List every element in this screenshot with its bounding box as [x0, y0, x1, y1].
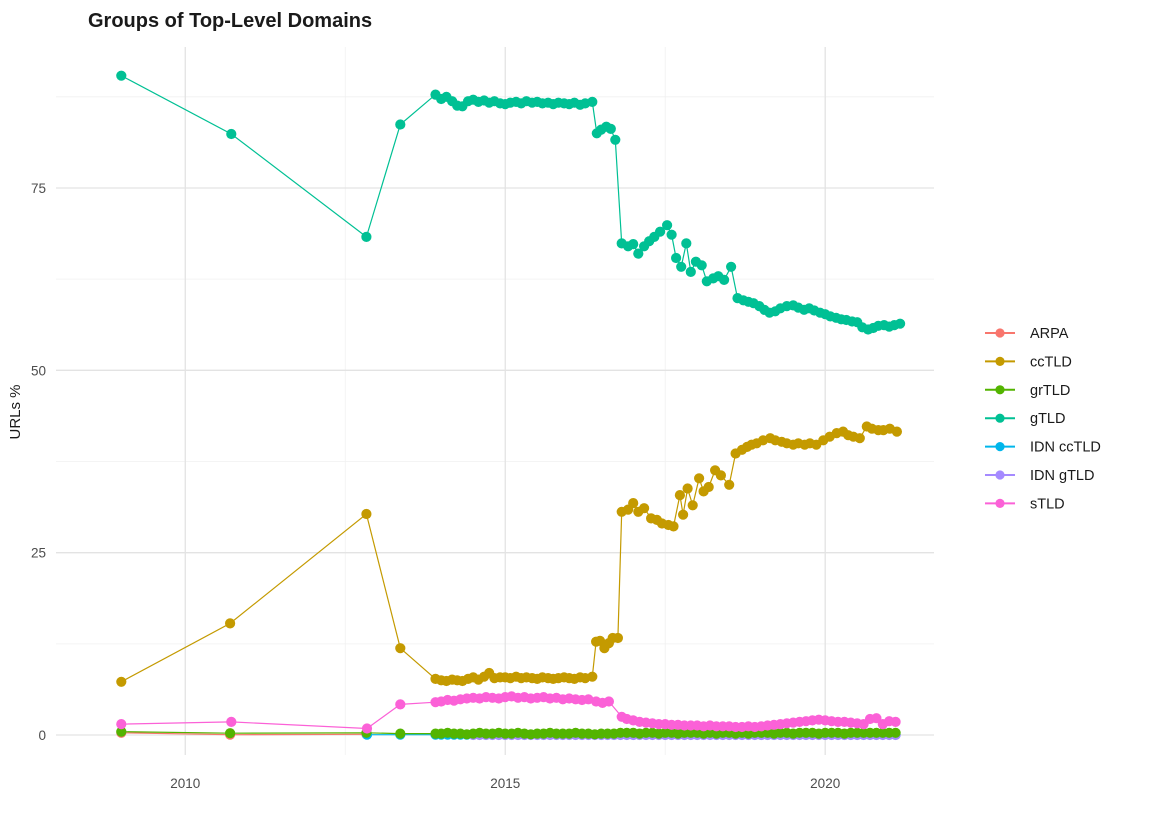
data-point [395, 643, 406, 654]
legend-key-dot [995, 442, 1005, 452]
data-point [666, 229, 677, 240]
data-point [603, 696, 615, 707]
y-tick-label: 75 [31, 181, 46, 196]
legend-key-dot [995, 413, 1005, 423]
legend-key-dot [995, 328, 1005, 338]
data-point [628, 498, 639, 509]
y-tick-label: 0 [38, 728, 46, 743]
data-point [225, 618, 236, 629]
data-point [587, 96, 598, 107]
data-point [662, 220, 673, 231]
data-point [633, 248, 644, 259]
data-point [671, 252, 682, 264]
x-tick-label: 2015 [490, 776, 520, 791]
data-point [226, 128, 237, 140]
data-point [116, 719, 127, 730]
legend-label: gTLD [1030, 411, 1065, 427]
data-point [361, 508, 372, 520]
legend-key-dot [995, 356, 1005, 366]
y-tick-label: 25 [31, 546, 46, 561]
data-point [395, 699, 406, 710]
data-point [605, 123, 616, 134]
data-point [226, 716, 237, 728]
legend-label: grTLD [1030, 383, 1070, 399]
data-point [871, 713, 882, 724]
legend-item-gtld: gTLD [985, 411, 1065, 427]
legend-item-cctld: ccTLD [985, 354, 1072, 370]
axis-labels: 0 25 50 75 2010 2015 2020 [31, 181, 840, 791]
legend-item-grtld: grTLD [985, 383, 1070, 399]
data-point [361, 231, 372, 242]
gridlines [56, 47, 934, 755]
data-point [116, 676, 127, 687]
y-axis-title: URLs % [7, 384, 24, 439]
data-point [225, 728, 236, 739]
data-point [890, 727, 901, 738]
legend-label: sTLD [1030, 496, 1065, 512]
data-point [668, 521, 679, 532]
data-point [612, 632, 624, 644]
series-cctld [116, 421, 903, 687]
data-point [674, 490, 686, 501]
data-point [854, 433, 865, 444]
data-point [610, 134, 621, 145]
series-stld [116, 691, 901, 734]
data-point [116, 726, 127, 737]
data-point [685, 266, 696, 277]
legend-label: ccTLD [1030, 354, 1072, 370]
data-point [703, 481, 714, 493]
legend-item-idn-gtld: IDN gTLD [985, 468, 1094, 484]
data-point [682, 483, 693, 494]
series-grtld [116, 726, 901, 740]
data-point [724, 479, 735, 490]
data-point [715, 470, 727, 481]
data-point [895, 318, 906, 329]
y-tick-label: 50 [31, 363, 46, 378]
series-line [121, 75, 901, 331]
data-point [726, 261, 737, 272]
data-point [719, 274, 730, 285]
data-point [116, 70, 127, 81]
data-point [361, 723, 373, 734]
chart-title: Groups of Top-Level Domains [88, 10, 372, 32]
legend-item-arpa: ARPA [985, 326, 1069, 342]
data-point [395, 728, 406, 739]
data-series [116, 70, 906, 741]
data-point [395, 119, 406, 130]
data-point [890, 716, 901, 728]
data-point [583, 694, 594, 705]
x-tick-label: 2010 [170, 776, 200, 791]
legend-key-dot [995, 498, 1005, 508]
data-point [678, 509, 689, 520]
data-point [628, 239, 639, 250]
legend-key-dot [995, 385, 1005, 395]
data-point [696, 260, 707, 271]
legend-item-stld: sTLD [985, 496, 1065, 512]
data-point [891, 426, 903, 437]
series-gtld [116, 70, 906, 335]
data-point [639, 503, 650, 514]
data-point [694, 473, 705, 484]
data-point [687, 500, 698, 511]
legend-key-dot [995, 470, 1005, 480]
data-point [676, 261, 687, 272]
data-point [587, 671, 598, 682]
legend: ARPA ccTLD grTLD gTLD IDN ccTLD IDN gTLD sTLD [985, 326, 1101, 512]
legend-label: IDN gTLD [1030, 468, 1094, 484]
legend-label: IDN ccTLD [1030, 440, 1101, 456]
x-tick-label: 2020 [810, 776, 840, 791]
legend-label: ARPA [1030, 326, 1069, 342]
data-point [655, 226, 666, 237]
legend-item-idn-cctld: IDN ccTLD [985, 440, 1101, 456]
data-point [681, 238, 692, 249]
